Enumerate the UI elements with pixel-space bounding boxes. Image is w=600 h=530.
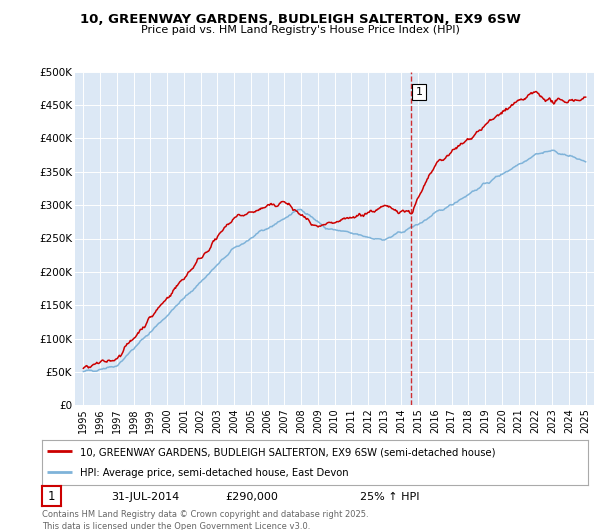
Text: 1: 1 (48, 490, 55, 502)
Text: HPI: Average price, semi-detached house, East Devon: HPI: Average price, semi-detached house,… (80, 468, 349, 478)
Text: Contains HM Land Registry data © Crown copyright and database right 2025.
This d: Contains HM Land Registry data © Crown c… (42, 510, 368, 530)
Text: 10, GREENWAY GARDENS, BUDLEIGH SALTERTON, EX9 6SW: 10, GREENWAY GARDENS, BUDLEIGH SALTERTON… (80, 13, 520, 26)
Text: Price paid vs. HM Land Registry's House Price Index (HPI): Price paid vs. HM Land Registry's House … (140, 25, 460, 36)
Text: £290,000: £290,000 (226, 492, 278, 501)
Text: 25% ↑ HPI: 25% ↑ HPI (360, 492, 420, 501)
Text: 10, GREENWAY GARDENS, BUDLEIGH SALTERTON, EX9 6SW (semi-detached house): 10, GREENWAY GARDENS, BUDLEIGH SALTERTON… (80, 447, 496, 457)
Text: 1: 1 (415, 87, 422, 97)
Text: 31-JUL-2014: 31-JUL-2014 (111, 492, 179, 501)
